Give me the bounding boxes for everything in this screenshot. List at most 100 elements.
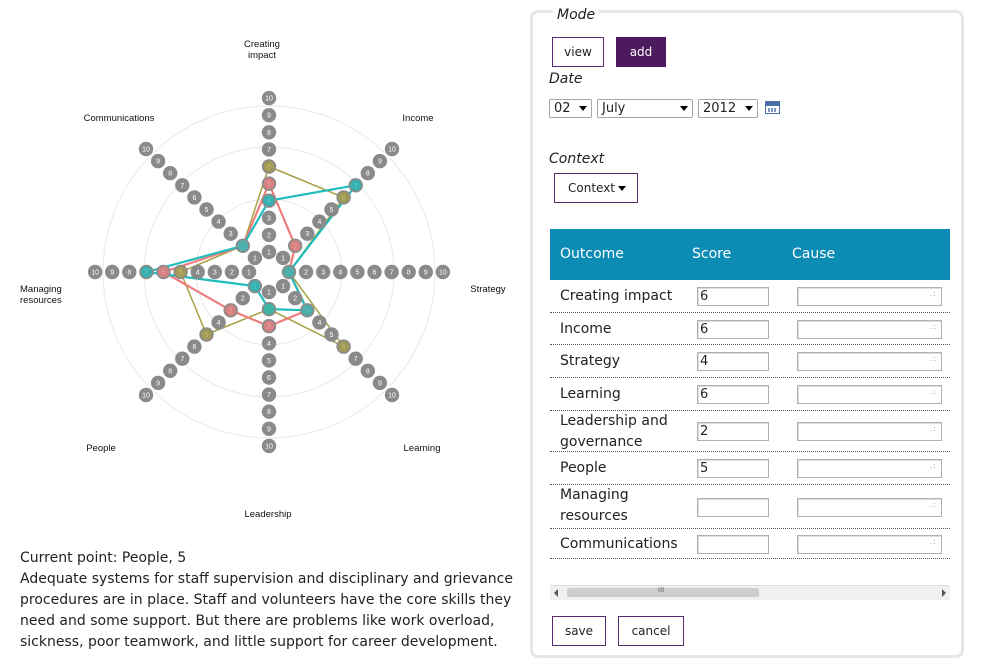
score-input[interactable]: 4 xyxy=(697,352,769,371)
outcome-table-body: Creating impact 6 Income 6 Strategy 4 Learning… xyxy=(550,280,950,559)
scale-dot-label: 8 xyxy=(127,270,131,277)
scale-dot xyxy=(261,370,277,385)
scale-dot-label: 1 xyxy=(281,284,285,291)
scroll-right-icon[interactable] xyxy=(942,589,946,597)
cause-textarea[interactable] xyxy=(797,287,942,306)
cause-textarea[interactable] xyxy=(797,422,942,441)
cause-textarea[interactable] xyxy=(797,319,942,339)
score-input[interactable] xyxy=(697,534,769,554)
score-input[interactable]: 6 xyxy=(697,319,769,339)
date-month-select[interactable]: July xyxy=(597,99,693,118)
scale-dot-label: 3 xyxy=(229,231,233,238)
scale-dot-label: 2 xyxy=(304,270,308,277)
scale-dot-label: 8 xyxy=(267,409,271,416)
add-button[interactable]: add xyxy=(616,37,666,67)
cause-textarea[interactable] xyxy=(797,385,942,404)
date-day-select[interactable]: 02 xyxy=(549,99,592,118)
scale-dot xyxy=(122,264,137,280)
series-3-point xyxy=(263,195,275,207)
view-button[interactable]: view xyxy=(552,37,604,67)
horizontal-scrollbar[interactable]: III xyxy=(550,585,950,600)
scale-dot xyxy=(261,284,277,300)
table-row: Creating impact 6 xyxy=(550,280,950,313)
scale-dot-label: 7 xyxy=(180,183,184,190)
cause-textarea[interactable] xyxy=(797,497,942,517)
cause-textarea[interactable] xyxy=(797,459,942,478)
series-3-point xyxy=(237,240,249,252)
scale-dot-label: 5 xyxy=(330,207,334,214)
scale-dot-label: 4 xyxy=(267,341,271,348)
outcome-name: Income xyxy=(560,320,612,337)
scale-dot xyxy=(261,227,277,243)
score-input[interactable] xyxy=(697,497,769,517)
scale-dot-label: 10 xyxy=(142,147,150,154)
info-text: Current point: People, 5 Adequate system… xyxy=(20,548,520,653)
score-input[interactable]: 2 xyxy=(697,422,769,441)
header-outcome: Outcome xyxy=(560,246,624,262)
score-input[interactable]: 6 xyxy=(697,287,769,306)
series-2-point xyxy=(225,304,237,316)
scale-dot xyxy=(150,375,166,391)
scale-dot xyxy=(300,226,315,241)
scale-dot-label: 7 xyxy=(390,270,394,277)
date-label: Date xyxy=(549,71,583,87)
header-score: Score xyxy=(692,246,732,262)
mode-legend: Mode xyxy=(553,7,600,23)
scale-dot-label: 2 xyxy=(230,270,234,277)
chevron-down-icon xyxy=(680,106,688,111)
scale-dot-label: 10 xyxy=(439,270,447,277)
scale-dot-label: 1 xyxy=(253,255,257,262)
context-dropdown-button[interactable]: Context xyxy=(554,173,638,203)
scale-dot-label: 9 xyxy=(424,270,428,277)
series-2-point xyxy=(158,266,169,278)
scale-dot-label: 8 xyxy=(168,368,172,375)
scrollbar-thumb[interactable] xyxy=(567,588,759,597)
scale-dot xyxy=(288,291,303,306)
outcome-table-header: Outcome Score Cause xyxy=(550,229,950,280)
calendar-icon[interactable] xyxy=(765,101,780,114)
scale-dot xyxy=(298,264,314,280)
score-input[interactable]: 6 xyxy=(697,385,769,404)
scale-dot xyxy=(241,264,257,280)
scale-dot xyxy=(187,339,202,354)
axis-label-line: Income xyxy=(402,113,433,124)
scale-dot xyxy=(360,363,375,378)
scale-dot-label: 10 xyxy=(388,393,396,400)
scale-dot-label: 7 xyxy=(267,147,271,154)
date-year-select[interactable]: 2012 xyxy=(698,99,758,118)
scale-dot-label: 4 xyxy=(317,320,321,327)
score-input[interactable]: 5 xyxy=(697,459,769,478)
cause-textarea[interactable] xyxy=(797,534,942,554)
date-year-value: 2012 xyxy=(703,101,737,116)
outcome-name: Communications xyxy=(560,535,678,552)
axis-label-line: resources xyxy=(20,295,62,306)
scale-dot-label: 7 xyxy=(180,356,184,363)
scale-dot xyxy=(211,315,226,330)
scale-dot xyxy=(384,264,399,280)
save-button[interactable]: save xyxy=(552,616,606,646)
scale-dot-label: 1 xyxy=(267,250,271,257)
scale-dot xyxy=(261,438,277,454)
scrollbar-grip: III xyxy=(658,586,665,594)
scroll-left-icon[interactable] xyxy=(554,589,558,597)
scale-dot-label: 4 xyxy=(317,219,321,226)
scale-dot-label: 8 xyxy=(407,270,411,277)
scale-dot xyxy=(312,315,327,330)
scale-dot-label: 4 xyxy=(217,219,221,226)
scale-dot-label: 10 xyxy=(142,393,150,400)
cause-textarea[interactable] xyxy=(797,352,942,371)
scale-dot xyxy=(372,153,388,169)
cancel-button[interactable]: cancel xyxy=(618,616,684,646)
scale-dot-label: 2 xyxy=(241,296,245,303)
scale-dot xyxy=(199,202,214,217)
series-3-point xyxy=(263,303,275,315)
scale-dot-label: 9 xyxy=(156,159,160,166)
scale-dot-label: 6 xyxy=(373,270,377,277)
context-label: Context xyxy=(549,151,605,167)
series-3-point xyxy=(301,304,313,316)
scale-dot-label: 8 xyxy=(267,130,271,137)
scale-dot xyxy=(163,363,178,378)
scale-dot-label: 9 xyxy=(378,380,382,387)
table-row: People 5 xyxy=(550,452,950,485)
axis-label: Learning xyxy=(404,443,441,454)
